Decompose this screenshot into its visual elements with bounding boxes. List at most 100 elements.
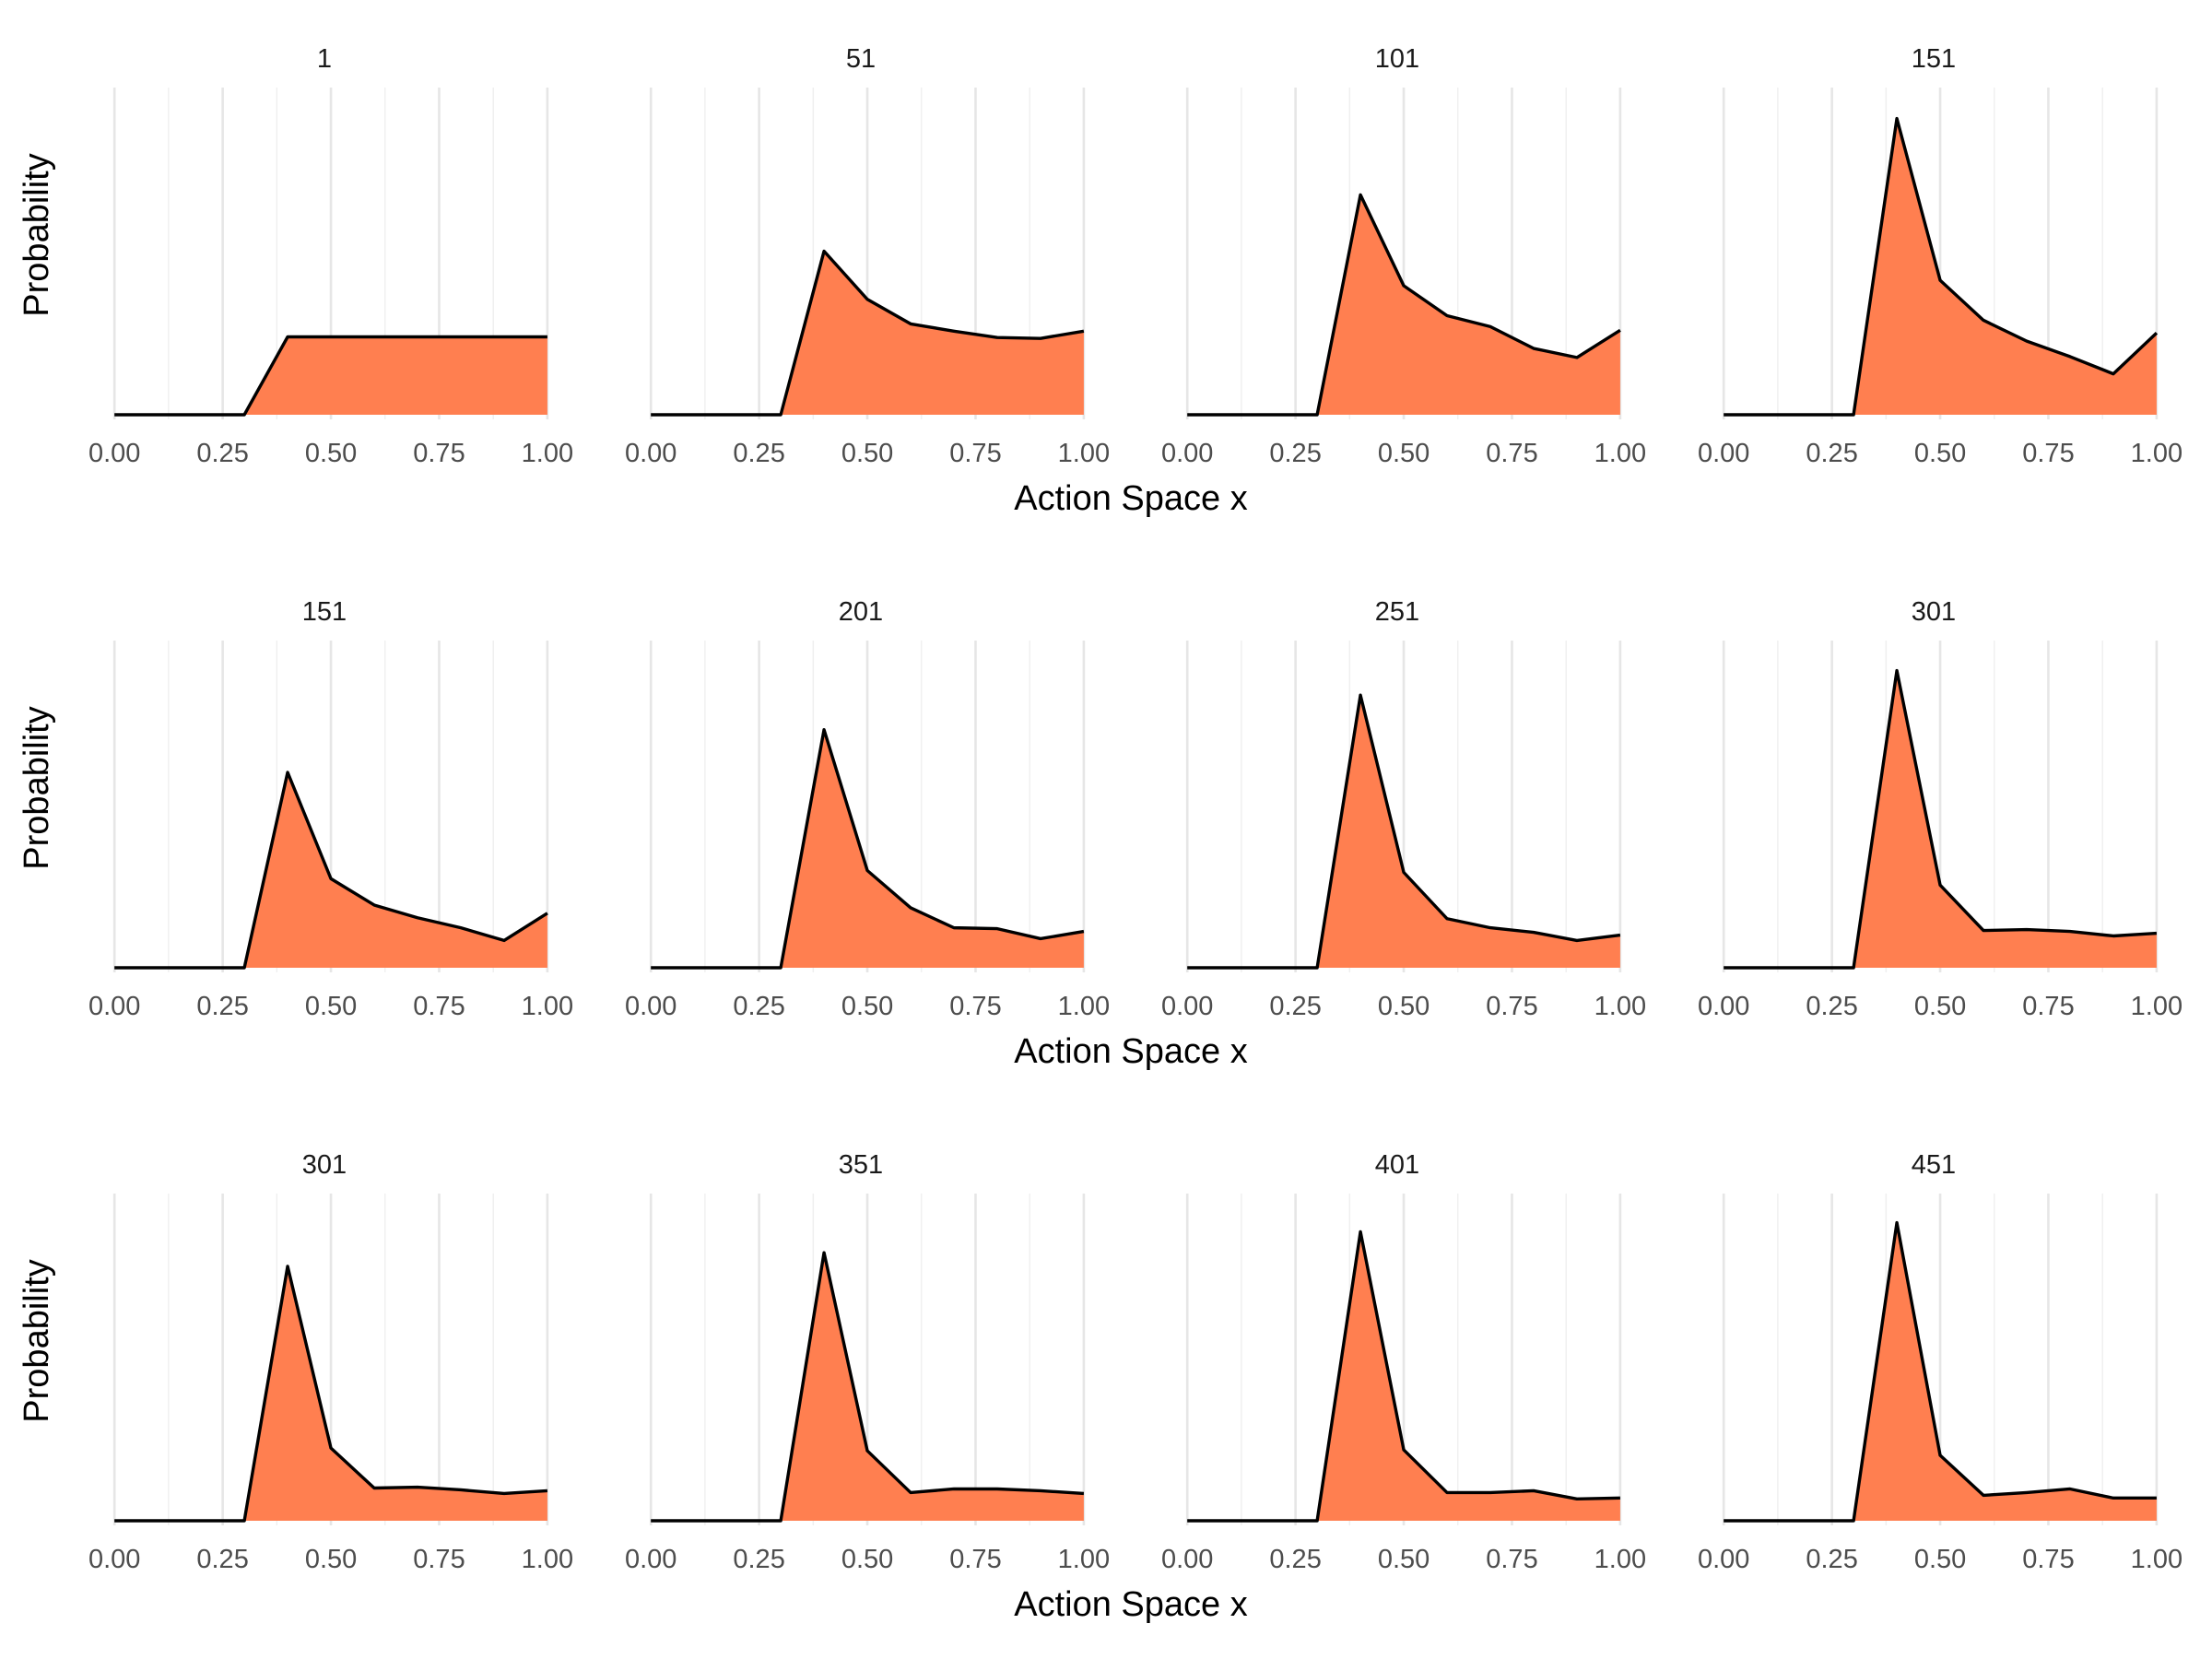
x-tick-label: 0.75 <box>1486 439 1537 468</box>
x-tick-label: 0.75 <box>949 439 1001 468</box>
series-line <box>1187 193 1621 417</box>
x-tick-label: 1.00 <box>1058 1545 1110 1574</box>
x-tick-label: 0.75 <box>413 1545 465 1574</box>
area-fill <box>651 251 1084 415</box>
x-tick-label: 0.50 <box>305 439 357 468</box>
panel-title: 151 <box>1912 44 1956 74</box>
x-tick-label: 0.75 <box>1486 992 1537 1021</box>
x-tick-label: 0.25 <box>733 1545 784 1574</box>
x-tick-label: 1.00 <box>1594 1545 1646 1574</box>
panel-title: 51 <box>846 44 876 74</box>
x-axis-title: Action Space x <box>1014 1585 1247 1624</box>
x-tick-label: 0.25 <box>733 439 784 468</box>
x-tick-label: 0.00 <box>625 1545 677 1574</box>
x-tick-label: 0.00 <box>1698 439 1749 468</box>
panel-title: 251 <box>1375 597 1419 627</box>
facet-panel-12: 451 0.00 0.25 0.50 0.75 1.00 <box>1698 1150 2183 1574</box>
x-tick-label: 0.75 <box>949 992 1001 1021</box>
x-tick-label: 0.75 <box>2022 992 2074 1021</box>
facet-panel-7: 251 0.00 0.25 0.50 0.75 1.00 <box>1161 597 1646 1021</box>
x-tick-label: 1.00 <box>2131 1545 2183 1574</box>
panel-title: 401 <box>1375 1150 1419 1180</box>
panel-title: 151 <box>302 597 347 627</box>
x-tick-label: 0.50 <box>841 1545 893 1574</box>
series-line <box>1724 668 2158 970</box>
series-line <box>114 1265 548 1523</box>
x-axis-title: Action Space x <box>1014 479 1247 518</box>
x-tick-label: 0.50 <box>1378 439 1430 468</box>
facet-panel-2: 51 0.00 0.25 0.50 0.75 1.00 <box>625 44 1110 468</box>
x-tick-label: 1.00 <box>522 439 573 468</box>
x-tick-label: 1.00 <box>522 1545 573 1574</box>
x-tick-label: 1.00 <box>2131 439 2183 468</box>
x-tick-label: 0.75 <box>2022 1545 2074 1574</box>
x-tick-label: 0.75 <box>1486 1545 1537 1574</box>
x-tick-label: 0.25 <box>1269 439 1321 468</box>
x-tick-label: 0.25 <box>1269 992 1321 1021</box>
x-tick-label: 0.50 <box>305 992 357 1021</box>
series-line <box>651 727 1085 970</box>
x-tick-label: 0.50 <box>1378 1545 1430 1574</box>
y-axis-title: Probability <box>18 1259 56 1422</box>
x-tick-label: 1.00 <box>522 992 573 1021</box>
series-line <box>651 249 1085 417</box>
series-line <box>114 335 547 417</box>
x-tick-label: 0.75 <box>413 992 465 1021</box>
area-fill <box>1187 194 1620 415</box>
area-fill <box>114 1265 547 1521</box>
series-line <box>114 771 548 970</box>
area-fill <box>1724 670 2157 968</box>
x-tick-label: 0.00 <box>1161 439 1213 468</box>
panel-title: 351 <box>839 1150 883 1180</box>
facet-panel-9: 301 0.00 0.25 0.50 0.75 1.00 <box>88 1150 573 1574</box>
series-line <box>1187 693 1621 970</box>
facet-panel-5: 151 0.00 0.25 0.50 0.75 1.00 <box>88 597 573 1021</box>
panel-title: 301 <box>1912 597 1956 627</box>
x-tick-label: 1.00 <box>1058 992 1110 1021</box>
area-fill <box>114 772 547 968</box>
x-tick-label: 0.25 <box>196 1545 248 1574</box>
x-tick-label: 0.25 <box>1806 1545 1857 1574</box>
x-tick-label: 0.00 <box>1698 992 1749 1021</box>
x-tick-label: 0.25 <box>1806 439 1857 468</box>
facet-panel-11: 401 0.00 0.25 0.50 0.75 1.00 <box>1161 1150 1646 1574</box>
x-tick-label: 0.50 <box>1914 439 1966 468</box>
area-fill <box>1724 1222 2157 1521</box>
x-tick-label: 0.00 <box>88 1545 140 1574</box>
y-axis-title: Probability <box>18 153 56 316</box>
series-line <box>651 1251 1085 1523</box>
x-tick-label: 0.50 <box>1914 1545 1966 1574</box>
x-tick-label: 0.75 <box>413 439 465 468</box>
series-line <box>1724 1220 2157 1523</box>
panel-title: 201 <box>839 597 883 627</box>
area-fill <box>651 1253 1084 1521</box>
x-tick-label: 1.00 <box>1594 992 1646 1021</box>
x-tick-label: 1.00 <box>1058 439 1110 468</box>
x-tick-label: 0.25 <box>196 439 248 468</box>
x-tick-label: 0.50 <box>1914 992 1966 1021</box>
facet-panel-4: 151 0.00 0.25 0.50 0.75 1.00 <box>1698 44 2183 468</box>
series-line <box>1187 1230 1620 1523</box>
facet-panel-1: 1 0.00 0.25 0.50 0.75 1.00 <box>88 44 573 468</box>
axis-titles: Action Space x Probability Action Space x P… <box>18 153 1248 1624</box>
panel-title: 451 <box>1912 1150 1956 1180</box>
x-tick-label: 1.00 <box>1594 439 1646 468</box>
x-tick-label: 0.00 <box>625 439 677 468</box>
panel-title: 1 <box>317 44 332 74</box>
facet-panel-6: 201 0.00 0.25 0.50 0.75 1.00 <box>625 597 1110 1021</box>
x-tick-label: 0.25 <box>196 992 248 1021</box>
x-tick-label: 0.50 <box>841 439 893 468</box>
facet-panel-3: 101 0.00 0.25 0.50 0.75 1.00 <box>1161 44 1646 468</box>
x-tick-label: 0.50 <box>305 1545 357 1574</box>
panel-title: 301 <box>302 1150 347 1180</box>
x-tick-label: 1.00 <box>2131 992 2183 1021</box>
x-tick-label: 0.25 <box>1806 992 1857 1021</box>
y-axis-title: Probability <box>18 706 56 869</box>
x-tick-label: 0.75 <box>949 1545 1001 1574</box>
x-tick-label: 0.00 <box>88 992 140 1021</box>
facet-panel-10: 351 0.00 0.25 0.50 0.75 1.00 <box>625 1150 1110 1574</box>
area-fill <box>651 729 1084 968</box>
panel-title: 101 <box>1375 44 1419 74</box>
